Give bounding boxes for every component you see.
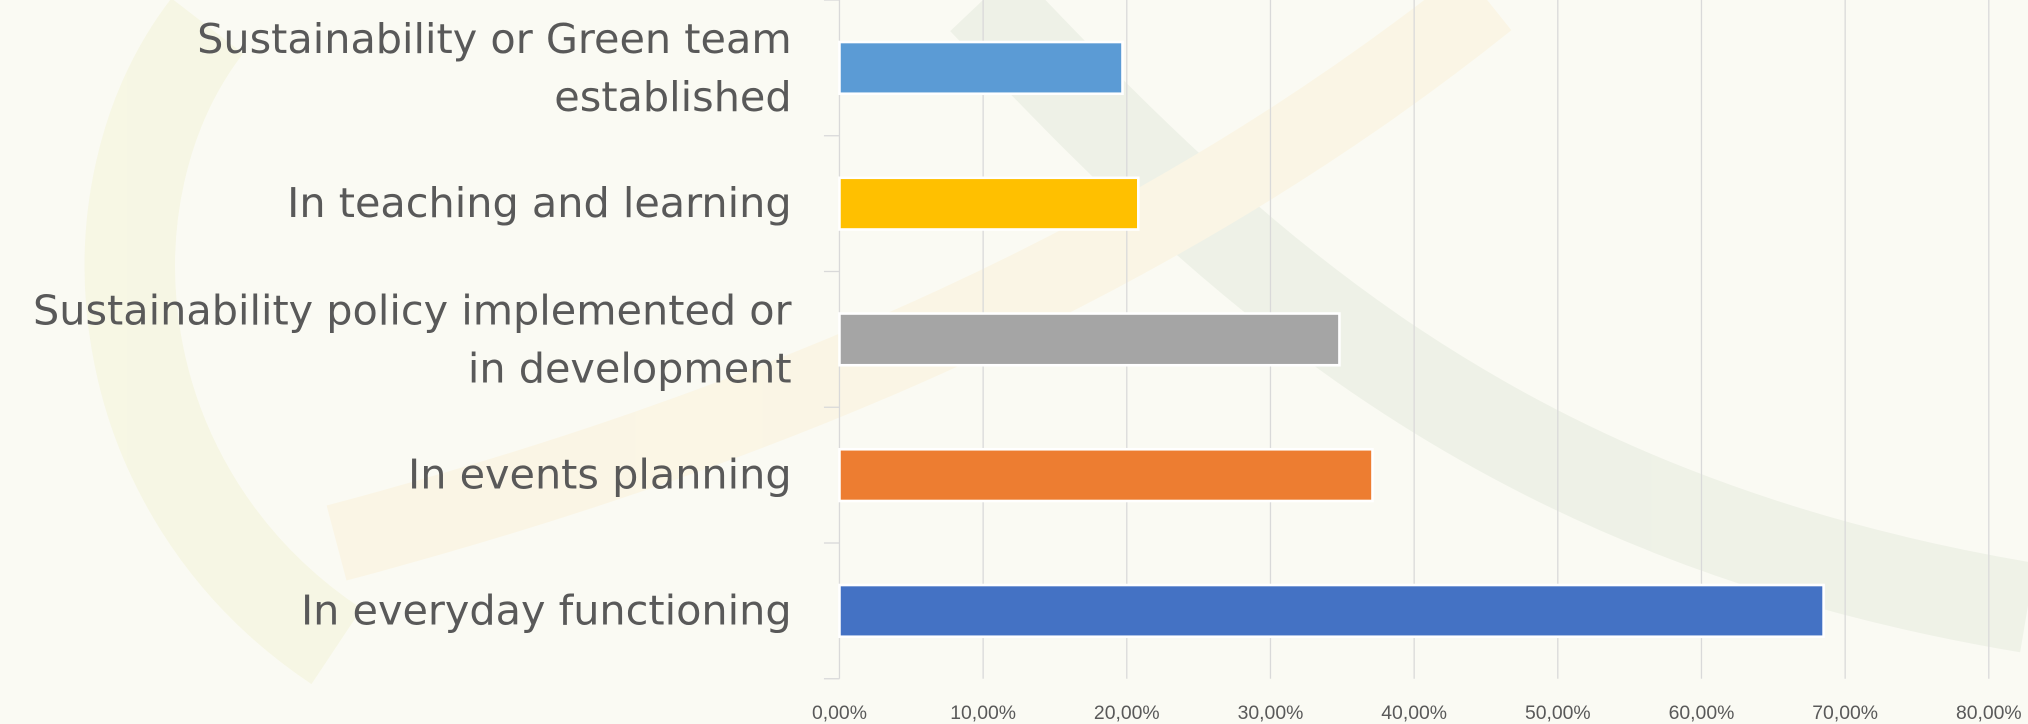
y-tick-label: In everyday functioning	[300, 585, 792, 635]
y-tick-label: Sustainability or Green team established	[197, 13, 792, 121]
bar	[838, 40, 1124, 96]
category-label-box: In events planning	[407, 449, 792, 500]
x-tick-label: 40,00%	[1381, 702, 1447, 724]
bars	[838, 40, 1825, 639]
labels: 0,00% 10,00% 20,00% 30,00% 40,00% 50,00% 60,00…	[33, 13, 2022, 724]
category-label-box: In everyday functioning	[300, 585, 792, 635]
x-tick-label: 60,00%	[1669, 702, 1735, 724]
category-label-box: Sustainability or Green team established	[197, 13, 792, 121]
x-tick-label: 10,00%	[950, 702, 1016, 724]
category-label-box: Sustainability policy implemented or in …	[33, 285, 792, 393]
bar	[838, 583, 1825, 639]
bar	[838, 312, 1341, 367]
y-tick-label: Sustainability policy implemented or in …	[33, 285, 792, 393]
y-tick-label: In events planning	[407, 449, 792, 500]
x-tick-label: 30,00%	[1238, 702, 1304, 724]
y-tick-label: In teaching and learning	[287, 178, 792, 228]
x-tick-label: 80,00%	[1956, 702, 2022, 724]
decor-arc	[950, 0, 2028, 653]
x-tick-label: 50,00%	[1525, 702, 1591, 724]
x-tick-label: 20,00%	[1094, 702, 1160, 724]
bar	[838, 447, 1374, 503]
bar	[838, 176, 1140, 231]
x-tick-label: 70,00%	[1812, 702, 1878, 724]
x-tick-label: 0,00%	[812, 702, 867, 724]
decor-arc	[84, 0, 363, 685]
category-label-box: In teaching and learning	[287, 178, 792, 228]
